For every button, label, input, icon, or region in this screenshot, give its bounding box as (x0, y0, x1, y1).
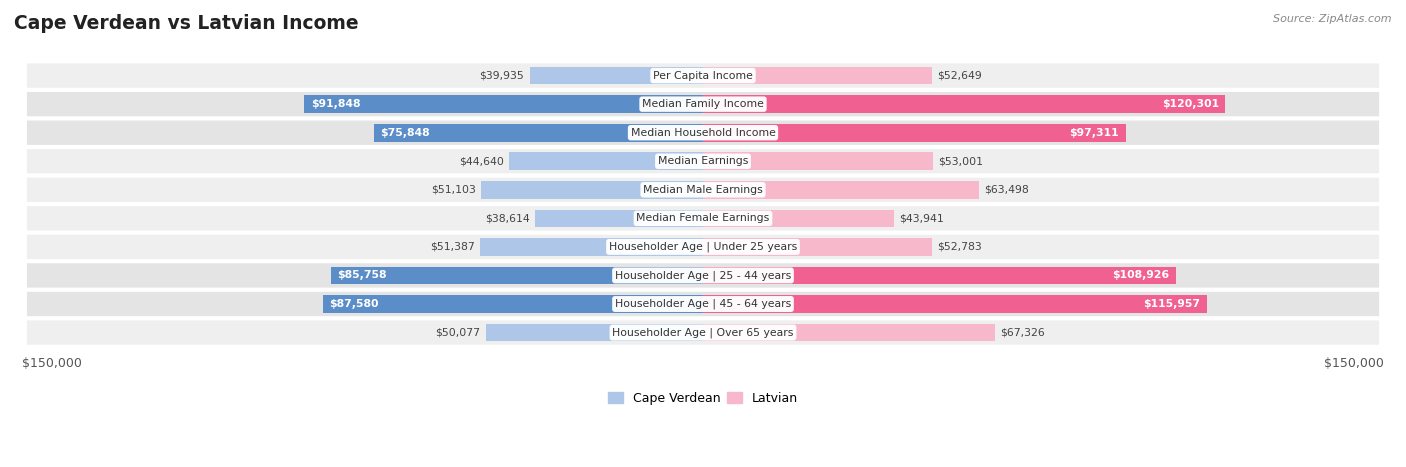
FancyBboxPatch shape (25, 262, 1381, 289)
Text: $51,387: $51,387 (430, 242, 475, 252)
Bar (374, 124, 703, 142)
Bar (330, 267, 703, 284)
Text: Householder Age | 45 - 64 years: Householder Age | 45 - 64 years (614, 299, 792, 309)
Bar (536, 210, 703, 227)
Bar (703, 324, 995, 341)
Text: Median Earnings: Median Earnings (658, 156, 748, 166)
FancyBboxPatch shape (25, 148, 1381, 175)
Bar (703, 67, 932, 85)
Text: $85,758: $85,758 (337, 270, 387, 281)
Text: Per Capita Income: Per Capita Income (652, 71, 754, 81)
Text: Median Family Income: Median Family Income (643, 99, 763, 109)
Text: $50,077: $50,077 (436, 327, 481, 338)
Text: Householder Age | 25 - 44 years: Householder Age | 25 - 44 years (614, 270, 792, 281)
FancyBboxPatch shape (25, 176, 1381, 203)
Bar (530, 67, 703, 85)
Text: $108,926: $108,926 (1112, 270, 1170, 281)
Text: $38,614: $38,614 (485, 213, 530, 223)
Bar (481, 181, 703, 198)
Bar (509, 152, 703, 170)
Text: $63,498: $63,498 (984, 185, 1029, 195)
Bar (703, 267, 1175, 284)
Text: Median Female Earnings: Median Female Earnings (637, 213, 769, 223)
FancyBboxPatch shape (25, 91, 1381, 118)
Text: $97,311: $97,311 (1070, 127, 1119, 138)
Text: $75,848: $75,848 (380, 127, 430, 138)
Text: $39,935: $39,935 (479, 71, 524, 81)
FancyBboxPatch shape (25, 62, 1381, 89)
FancyBboxPatch shape (25, 234, 1381, 261)
Text: $51,103: $51,103 (432, 185, 475, 195)
Text: $43,941: $43,941 (898, 213, 943, 223)
Text: Householder Age | Under 25 years: Householder Age | Under 25 years (609, 241, 797, 252)
Bar (703, 238, 932, 256)
Bar (703, 210, 894, 227)
Bar (479, 238, 703, 256)
FancyBboxPatch shape (25, 119, 1381, 146)
Bar (703, 295, 1206, 313)
Text: $44,640: $44,640 (458, 156, 503, 166)
Bar (703, 181, 979, 198)
Text: $91,848: $91,848 (311, 99, 360, 109)
Legend: Cape Verdean, Latvian: Cape Verdean, Latvian (603, 387, 803, 410)
FancyBboxPatch shape (25, 205, 1381, 232)
Text: Householder Age | Over 65 years: Householder Age | Over 65 years (612, 327, 794, 338)
Text: Median Household Income: Median Household Income (630, 127, 776, 138)
Text: $53,001: $53,001 (938, 156, 983, 166)
Text: $67,326: $67,326 (1001, 327, 1045, 338)
Bar (485, 324, 703, 341)
Text: $120,301: $120,301 (1161, 99, 1219, 109)
Text: Cape Verdean vs Latvian Income: Cape Verdean vs Latvian Income (14, 14, 359, 33)
Text: $115,957: $115,957 (1143, 299, 1201, 309)
FancyBboxPatch shape (25, 319, 1381, 346)
Bar (703, 124, 1126, 142)
Text: Median Male Earnings: Median Male Earnings (643, 185, 763, 195)
Text: $87,580: $87,580 (329, 299, 378, 309)
Bar (304, 95, 703, 113)
FancyBboxPatch shape (25, 290, 1381, 318)
Bar (703, 152, 934, 170)
Text: $52,649: $52,649 (936, 71, 981, 81)
Text: Source: ZipAtlas.com: Source: ZipAtlas.com (1274, 14, 1392, 24)
Bar (703, 95, 1226, 113)
Text: $52,783: $52,783 (938, 242, 983, 252)
Bar (322, 295, 703, 313)
